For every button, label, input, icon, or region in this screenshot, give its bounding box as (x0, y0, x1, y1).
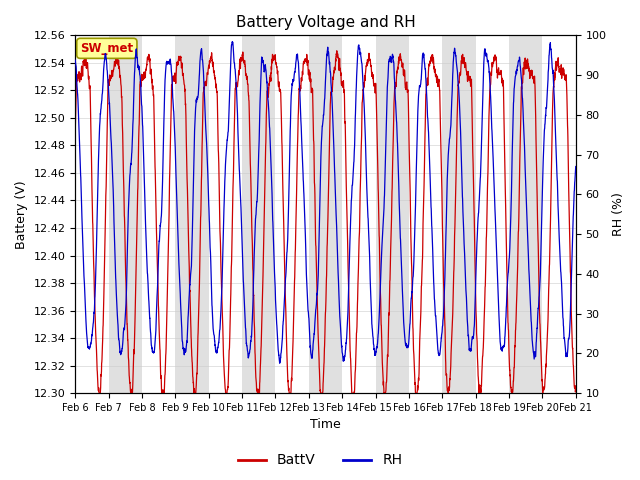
Bar (309, 36, 342, 393)
Text: SW_met: SW_met (80, 42, 133, 55)
Bar (509, 36, 542, 393)
Y-axis label: Battery (V): Battery (V) (15, 180, 28, 249)
Bar (242, 36, 275, 393)
Title: Battery Voltage and RH: Battery Voltage and RH (236, 15, 415, 30)
Bar (175, 36, 209, 393)
Bar (376, 36, 409, 393)
Bar (109, 36, 142, 393)
Legend: BattV, RH: BattV, RH (232, 448, 408, 473)
Y-axis label: RH (%): RH (%) (612, 192, 625, 236)
Bar (442, 36, 476, 393)
X-axis label: Time: Time (310, 419, 341, 432)
